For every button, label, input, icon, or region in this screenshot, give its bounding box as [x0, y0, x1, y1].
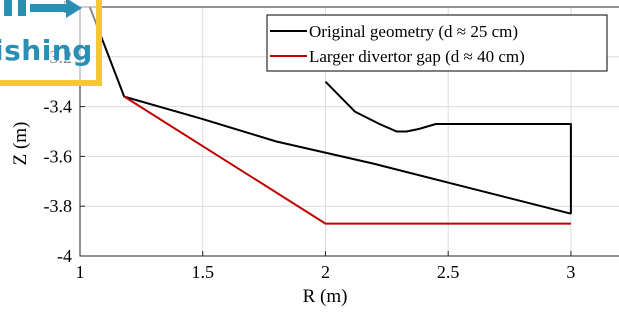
x-tick-label: 1.5: [191, 262, 214, 282]
logo-bar-right: [18, 0, 26, 16]
y-tick-label: -3.6: [44, 146, 73, 166]
y-tick-label: -4: [57, 246, 72, 266]
x-axis-label: R (m): [303, 286, 348, 307]
y-tick-label: -3.8: [44, 196, 73, 216]
y-tick-label: -3.4: [44, 97, 73, 117]
x-tick-label: 1: [76, 262, 85, 282]
arrowhead-icon: [66, 0, 82, 18]
series-layer: [88, 6, 572, 225]
logo-text: ishing: [0, 34, 93, 67]
x-tick-label: 2: [321, 262, 330, 282]
x-tick-label: 3: [566, 262, 575, 282]
series-line-original: [324, 80, 572, 214]
x-tick-label: 2.5: [437, 262, 460, 282]
legend-box: [266, 14, 608, 72]
logo-bar-left: [4, 0, 12, 16]
logo-frame: [0, 0, 102, 86]
series-line-larger-gap: [123, 95, 571, 225]
publisher-logo-overlay: ishing: [0, 0, 106, 90]
axes-box: [79, 6, 619, 257]
legend: Original geometry (d ≈ 25 cm) Larger div…: [266, 14, 608, 72]
arrow-icon: [30, 4, 70, 12]
legend-label-original: Original geometry (d ≈ 25 cm): [309, 22, 518, 41]
legend-label-larger-gap: Larger divertor gap (d ≈ 40 cm): [309, 47, 525, 66]
y-axis-label: Z (m): [10, 122, 31, 166]
